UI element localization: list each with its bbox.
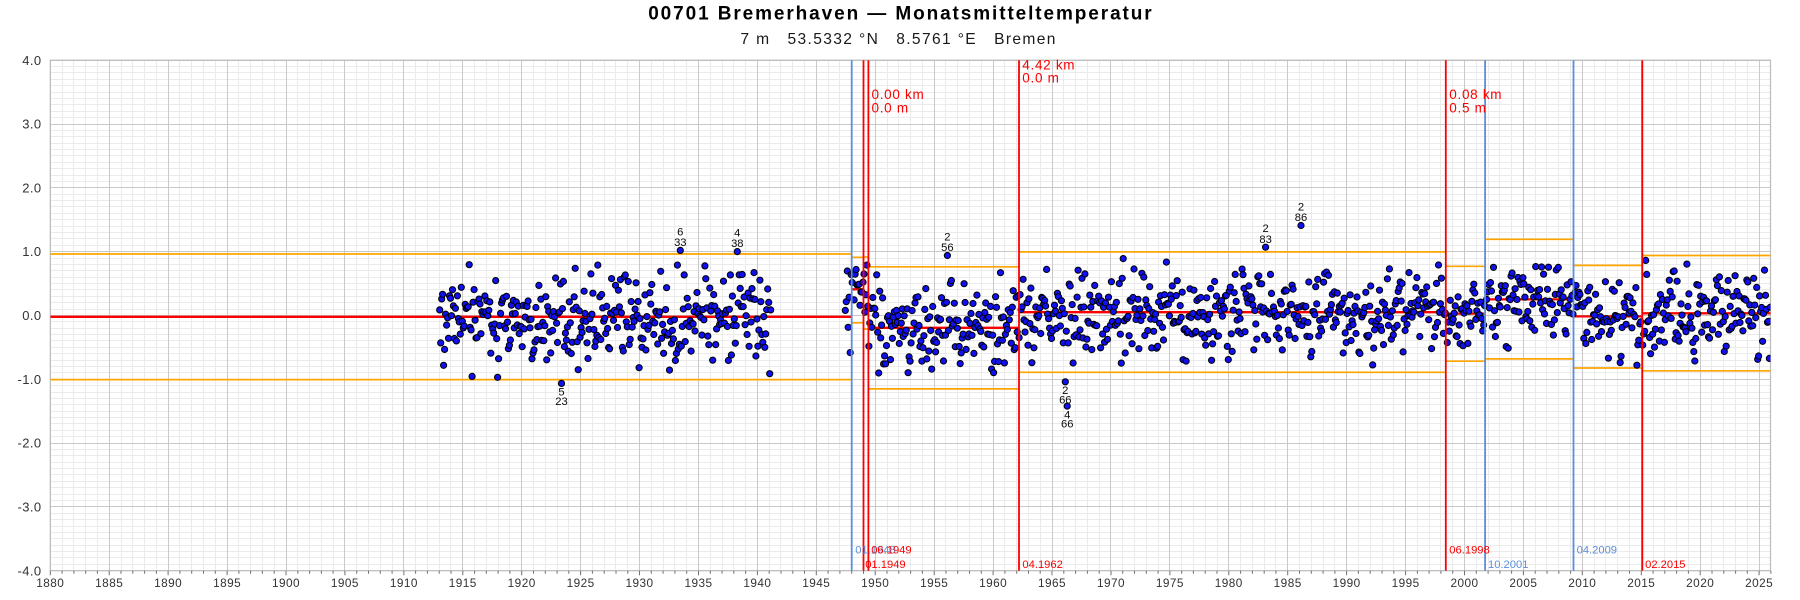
svg-text:4.42 km: 4.42 km	[1022, 57, 1075, 72]
svg-text:83: 83	[1259, 234, 1271, 246]
svg-text:-3.0: -3.0	[17, 500, 41, 515]
svg-text:01.1948: 01.1948	[855, 545, 895, 557]
svg-text:33: 33	[674, 237, 686, 249]
svg-text:1940: 1940	[743, 576, 771, 590]
svg-text:1900: 1900	[272, 576, 300, 590]
svg-text:23: 23	[555, 396, 567, 408]
svg-text:7 m 53.5332 °N 8.5761 °E: 7 m 53.5332 °N 8.5761 °E Bremen	[740, 31, 1056, 48]
svg-text:0.00 km: 0.00 km	[872, 87, 925, 102]
svg-text:06.1998: 06.1998	[1449, 545, 1489, 557]
svg-text:1990: 1990	[1333, 576, 1361, 590]
svg-text:1920: 1920	[508, 576, 536, 590]
svg-text:1890: 1890	[154, 576, 182, 590]
svg-text:-1.0: -1.0	[17, 372, 41, 387]
svg-text:1895: 1895	[213, 576, 241, 590]
svg-text:0.0: 0.0	[22, 308, 41, 323]
svg-text:-2.0: -2.0	[17, 436, 41, 451]
svg-text:2: 2	[1262, 223, 1268, 235]
svg-text:2000: 2000	[1450, 576, 1478, 590]
svg-text:-4.0: -4.0	[17, 563, 41, 578]
svg-text:2005: 2005	[1509, 576, 1537, 590]
svg-text:01.1949: 01.1949	[865, 559, 905, 571]
svg-text:56: 56	[941, 242, 953, 254]
svg-text:86: 86	[1295, 212, 1307, 224]
svg-text:2.0: 2.0	[22, 180, 41, 195]
svg-text:1975: 1975	[1156, 576, 1184, 590]
svg-text:3.0: 3.0	[22, 117, 41, 132]
svg-text:2: 2	[1298, 202, 1304, 214]
svg-text:04.1962: 04.1962	[1022, 559, 1062, 571]
svg-text:1950: 1950	[861, 576, 889, 590]
svg-text:1905: 1905	[331, 576, 359, 590]
svg-text:1965: 1965	[1038, 576, 1066, 590]
svg-text:2: 2	[1062, 385, 1068, 397]
svg-text:2: 2	[944, 232, 950, 244]
svg-text:2020: 2020	[1686, 576, 1714, 590]
svg-text:0.0 m: 0.0 m	[1022, 71, 1059, 86]
svg-text:1885: 1885	[95, 576, 123, 590]
svg-text:6: 6	[677, 226, 683, 238]
svg-text:1960: 1960	[979, 576, 1007, 590]
svg-text:66: 66	[1059, 394, 1071, 406]
svg-text:1880: 1880	[36, 576, 64, 590]
svg-text:1980: 1980	[1215, 576, 1243, 590]
svg-text:5: 5	[558, 387, 564, 399]
svg-text:2025: 2025	[1745, 576, 1773, 590]
svg-text:0.5 m: 0.5 m	[1449, 101, 1486, 116]
svg-text:2010: 2010	[1568, 576, 1596, 590]
svg-text:1930: 1930	[625, 576, 653, 590]
svg-text:1910: 1910	[390, 576, 418, 590]
svg-text:00701 Bremerhaven — Monatsmitt: 00701 Bremerhaven — Monatsmitteltemperat…	[648, 3, 1153, 24]
svg-text:02.2015: 02.2015	[1645, 559, 1685, 571]
svg-text:1915: 1915	[449, 576, 477, 590]
svg-text:1995: 1995	[1392, 576, 1420, 590]
svg-text:06.1949: 06.1949	[871, 545, 911, 557]
svg-text:1955: 1955	[920, 576, 948, 590]
svg-text:66: 66	[1061, 419, 1073, 431]
svg-text:1935: 1935	[684, 576, 712, 590]
svg-text:1970: 1970	[1097, 576, 1125, 590]
svg-text:1925: 1925	[567, 576, 595, 590]
svg-text:4: 4	[734, 228, 740, 240]
svg-text:4.0: 4.0	[22, 53, 41, 68]
svg-text:0.08 km: 0.08 km	[1449, 87, 1502, 102]
svg-text:4: 4	[1064, 409, 1070, 421]
svg-text:0.0 m: 0.0 m	[872, 101, 909, 116]
svg-text:1.0: 1.0	[22, 244, 41, 259]
svg-text:04.2009: 04.2009	[1577, 545, 1617, 557]
svg-text:1985: 1985	[1274, 576, 1302, 590]
svg-text:2015: 2015	[1627, 576, 1655, 590]
svg-text:10.2001: 10.2001	[1488, 559, 1528, 571]
svg-text:38: 38	[731, 238, 743, 250]
svg-text:1945: 1945	[802, 576, 830, 590]
